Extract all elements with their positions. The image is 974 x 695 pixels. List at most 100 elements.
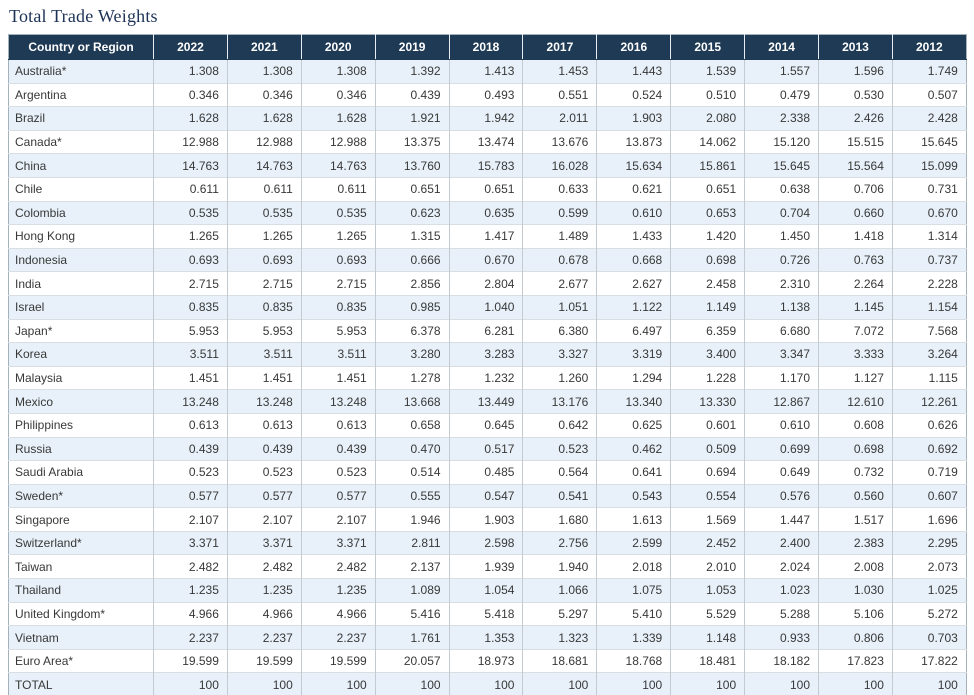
value-cell: 5.288 xyxy=(744,601,819,626)
country-cell: Taiwan xyxy=(8,554,154,579)
value-cell: 0.703 xyxy=(891,625,967,650)
value-cell: 2.008 xyxy=(818,554,893,579)
value-cell: 0.658 xyxy=(374,412,450,437)
column-header-year-2015: 2015 xyxy=(670,34,745,60)
value-cell: 0.613 xyxy=(153,412,228,437)
value-cell: 0.608 xyxy=(818,412,893,437)
value-cell: 0.649 xyxy=(744,460,819,485)
value-cell: 2.107 xyxy=(226,507,302,532)
column-header-year-2016: 2016 xyxy=(596,34,671,60)
value-cell: 3.511 xyxy=(226,342,302,367)
country-cell: Saudi Arabia xyxy=(8,460,154,485)
value-cell: 16.028 xyxy=(522,153,597,178)
table-row: Canada* 12.988 12.988 12.988 13.375 13.474 13.… xyxy=(8,129,967,154)
column-header-year-2017: 2017 xyxy=(522,34,597,60)
value-cell: 3.280 xyxy=(374,342,450,367)
table-row: Chile 0.611 0.611 0.611 0.651 0.651 0.633 0.621… xyxy=(8,176,967,202)
value-cell: 3.264 xyxy=(891,342,967,367)
value-cell: 1.696 xyxy=(891,507,967,532)
value-cell: 15.634 xyxy=(596,153,671,178)
country-cell: Thailand xyxy=(8,578,154,603)
column-header-year-2012: 2012 xyxy=(891,34,967,60)
value-cell: 0.346 xyxy=(226,82,302,107)
value-cell: 1.451 xyxy=(300,365,376,390)
value-cell: 0.485 xyxy=(448,460,523,485)
value-cell: 4.966 xyxy=(153,601,228,626)
value-cell: 1.596 xyxy=(818,59,893,84)
value-cell: 0.719 xyxy=(891,460,967,485)
value-cell: 18.182 xyxy=(744,648,819,673)
value-cell: 5.953 xyxy=(300,318,376,343)
value-cell: 14.763 xyxy=(226,153,302,178)
value-cell: 1.054 xyxy=(448,578,523,603)
value-cell: 1.053 xyxy=(670,578,745,603)
value-cell: 0.524 xyxy=(596,82,671,107)
value-cell: 100 xyxy=(448,672,523,695)
value-cell: 0.611 xyxy=(153,176,228,202)
country-cell: Colombia xyxy=(8,200,154,225)
value-cell: 2.383 xyxy=(818,530,893,555)
value-cell: 1.940 xyxy=(522,554,597,579)
value-cell: 1.308 xyxy=(226,59,302,84)
value-cell: 13.668 xyxy=(374,389,450,414)
value-cell: 2.627 xyxy=(596,271,671,296)
value-cell: 0.985 xyxy=(374,294,450,320)
country-cell: Chile xyxy=(8,176,154,202)
value-cell: 13.248 xyxy=(300,389,376,414)
table-row: Colombia 0.535 0.535 0.535 0.623 0.635 0.599 0.… xyxy=(8,200,967,225)
value-cell: 3.400 xyxy=(670,342,745,367)
value-cell: 5.272 xyxy=(891,601,967,626)
value-cell: 2.011 xyxy=(522,106,597,131)
value-cell: 1.265 xyxy=(300,224,376,249)
value-cell: 0.806 xyxy=(818,625,893,650)
value-cell: 0.535 xyxy=(300,200,376,225)
value-cell: 2.452 xyxy=(670,530,745,555)
value-cell: 2.237 xyxy=(300,625,376,650)
value-cell: 2.073 xyxy=(891,554,967,579)
value-cell: 100 xyxy=(522,672,597,695)
column-header-country: Country or Region xyxy=(8,34,154,60)
country-cell: United Kingdom* xyxy=(8,601,154,626)
value-cell: 0.692 xyxy=(891,436,967,461)
value-cell: 4.966 xyxy=(300,601,376,626)
value-cell: 1.680 xyxy=(522,507,597,532)
value-cell: 2.107 xyxy=(153,507,228,532)
value-cell: 0.346 xyxy=(153,82,228,107)
value-cell: 1.323 xyxy=(522,625,597,650)
table-row: Saudi Arabia 0.523 0.523 0.523 0.514 0.485 0.5… xyxy=(8,460,967,485)
table-row: Korea 3.511 3.511 3.511 3.280 3.283 3.327 3.319… xyxy=(8,342,967,367)
value-cell: 1.235 xyxy=(153,578,228,603)
value-cell: 17.822 xyxy=(891,648,967,673)
value-cell: 14.763 xyxy=(300,153,376,178)
value-cell: 0.564 xyxy=(522,460,597,485)
value-cell: 1.392 xyxy=(374,59,450,84)
value-cell: 19.599 xyxy=(300,648,376,673)
value-cell: 13.340 xyxy=(596,389,671,414)
value-cell: 13.248 xyxy=(153,389,228,414)
value-cell: 100 xyxy=(670,672,745,695)
value-cell: 1.417 xyxy=(448,224,523,249)
table-row: Singapore 2.107 2.107 2.107 1.946 1.903 1.680 1… xyxy=(8,507,967,532)
value-cell: 17.823 xyxy=(818,648,893,673)
value-cell: 0.523 xyxy=(522,436,597,461)
value-cell: 6.281 xyxy=(448,318,523,343)
value-cell: 3.333 xyxy=(818,342,893,367)
value-cell: 2.107 xyxy=(300,507,376,532)
table-row: Taiwan 2.482 2.482 2.482 2.137 1.939 1.940 2.01… xyxy=(8,554,967,579)
value-cell: 1.023 xyxy=(744,578,819,603)
column-header-year-2018: 2018 xyxy=(448,34,523,60)
value-cell: 2.024 xyxy=(744,554,819,579)
value-cell: 6.380 xyxy=(522,318,597,343)
country-cell: Philippines xyxy=(8,412,154,437)
country-cell: China xyxy=(8,153,154,178)
value-cell: 2.458 xyxy=(670,271,745,296)
value-cell: 2.811 xyxy=(374,530,450,555)
value-cell: 5.953 xyxy=(226,318,302,343)
value-cell: 20.057 xyxy=(374,648,450,673)
value-cell: 0.517 xyxy=(448,436,523,461)
value-cell: 2.228 xyxy=(891,271,967,296)
value-cell: 3.283 xyxy=(448,342,523,367)
table-row: Vietnam 2.237 2.237 2.237 1.761 1.353 1.323 1.3… xyxy=(8,625,967,650)
value-cell: 0.439 xyxy=(153,436,228,461)
value-cell: 1.557 xyxy=(744,59,819,84)
